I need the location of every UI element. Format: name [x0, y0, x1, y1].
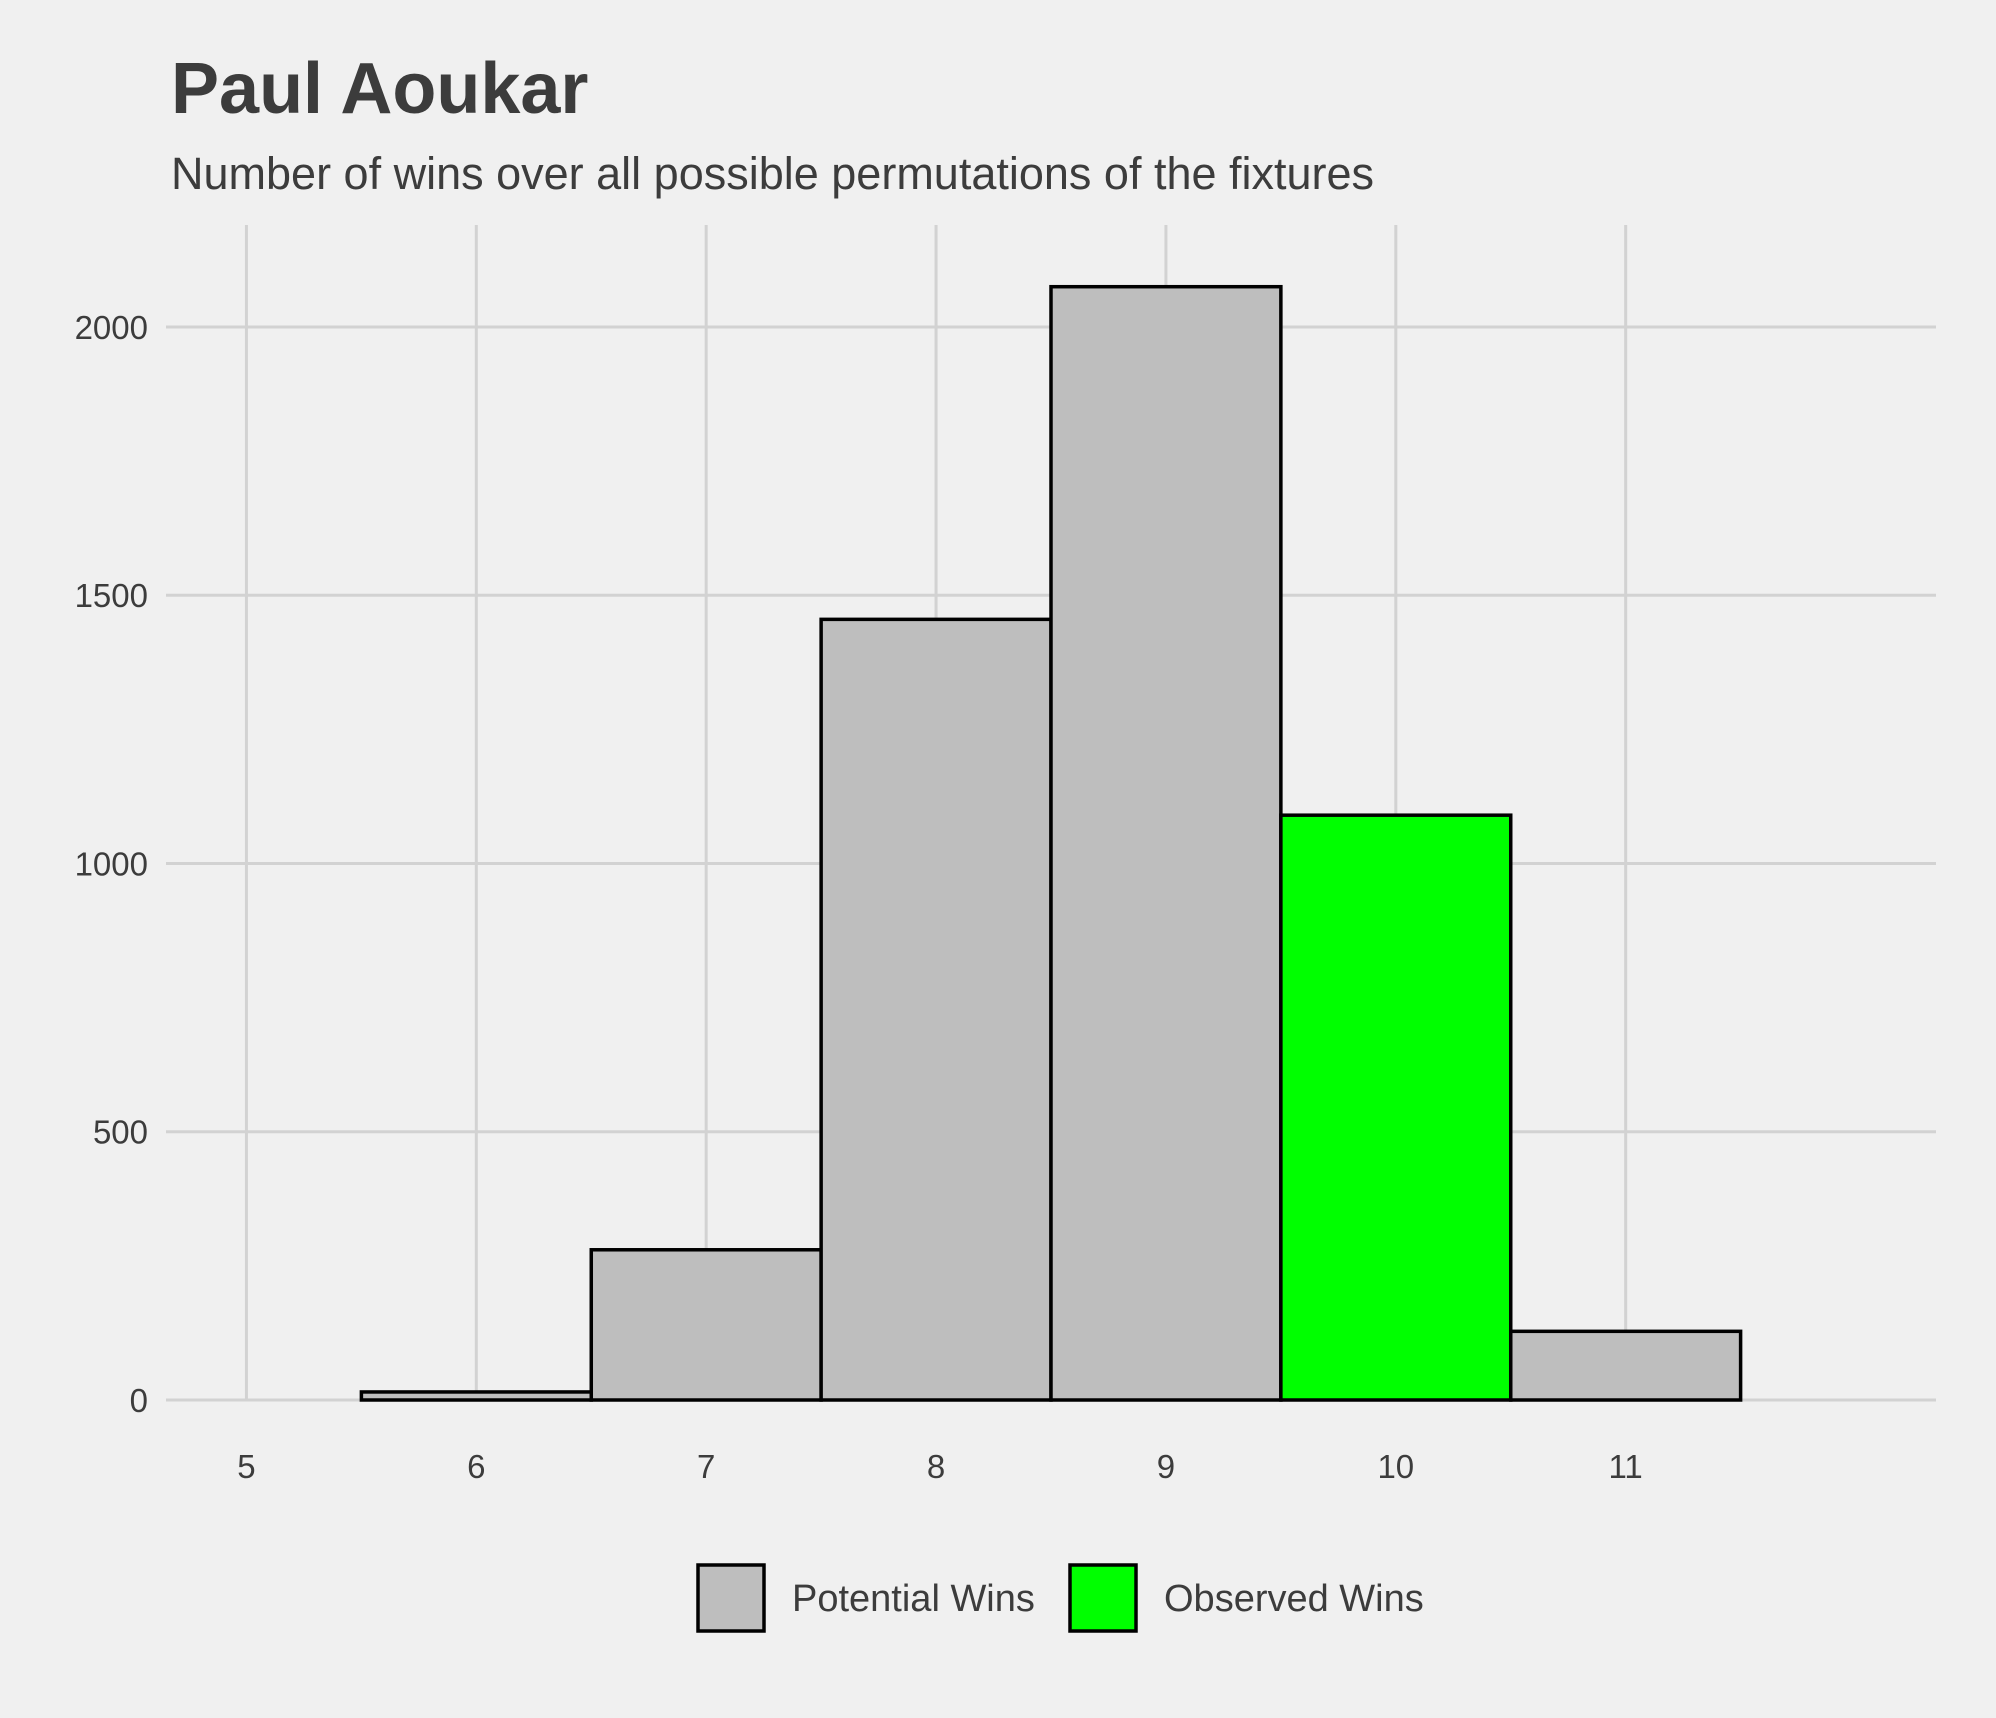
bar-10	[1279, 813, 1513, 1402]
bar-7	[589, 1248, 823, 1402]
x-tick-label: 10	[1377, 1448, 1414, 1485]
x-tick-label: 7	[697, 1448, 715, 1485]
y-tick-label: 1500	[75, 577, 148, 614]
legend-key-observed	[1068, 1563, 1138, 1633]
legend-key-potential	[696, 1563, 766, 1633]
bar-11	[1508, 1329, 1743, 1402]
y-tick-label: 0	[130, 1382, 148, 1419]
x-tick-label: 6	[467, 1448, 485, 1485]
bar-9	[1049, 284, 1283, 1402]
chart-title: Paul Aoukar	[171, 49, 589, 129]
bars	[359, 284, 1743, 1402]
x-tick-label: 9	[1157, 1448, 1175, 1485]
y-tick-label: 2000	[75, 309, 148, 346]
x-tick-label: 5	[237, 1448, 255, 1485]
legend: Potential Wins Observed Wins	[696, 1563, 1424, 1633]
x-tick-label: 8	[927, 1448, 945, 1485]
bar-8	[819, 617, 1053, 1402]
legend-label: Observed Wins	[1164, 1578, 1424, 1620]
bar-6	[359, 1390, 594, 1402]
y-axis-ticks: 0 500 1000 1500 2000	[75, 309, 148, 1419]
x-tick-label: 11	[1609, 1448, 1643, 1485]
grid-lines	[166, 225, 1936, 1402]
chart-subtitle: Number of wins over all possible permuta…	[171, 148, 1375, 199]
y-tick-label: 500	[93, 1114, 148, 1151]
x-axis-ticks: 5 6 7 8 9 10 11	[237, 1448, 1643, 1485]
y-tick-label: 1000	[75, 845, 148, 882]
legend-label: Potential Wins	[792, 1578, 1035, 1620]
